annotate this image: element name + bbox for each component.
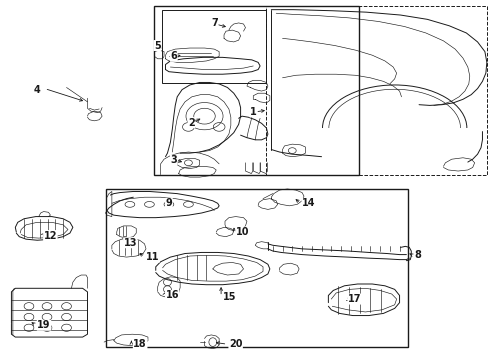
- Text: 10: 10: [235, 227, 249, 237]
- Text: 3: 3: [170, 155, 177, 165]
- Bar: [161, 10, 266, 83]
- Text: 20: 20: [228, 339, 242, 349]
- Text: 16: 16: [165, 291, 179, 301]
- Text: 17: 17: [347, 294, 361, 304]
- Text: 8: 8: [413, 250, 420, 260]
- Text: 5: 5: [154, 41, 160, 50]
- Text: 1: 1: [249, 107, 256, 117]
- Text: 12: 12: [43, 231, 57, 240]
- Text: 18: 18: [133, 339, 147, 349]
- Bar: [105, 189, 407, 347]
- Text: 19: 19: [37, 320, 51, 330]
- Bar: [154, 6, 358, 175]
- Bar: [266, 6, 487, 175]
- Text: 14: 14: [302, 198, 315, 208]
- Text: 13: 13: [123, 238, 137, 248]
- Text: 7: 7: [211, 18, 218, 28]
- Text: 9: 9: [165, 198, 172, 208]
- Text: 4: 4: [34, 85, 41, 95]
- Text: 11: 11: [146, 252, 159, 262]
- Text: 6: 6: [170, 51, 177, 61]
- Text: 2: 2: [187, 118, 194, 128]
- Text: 15: 15: [222, 292, 236, 302]
